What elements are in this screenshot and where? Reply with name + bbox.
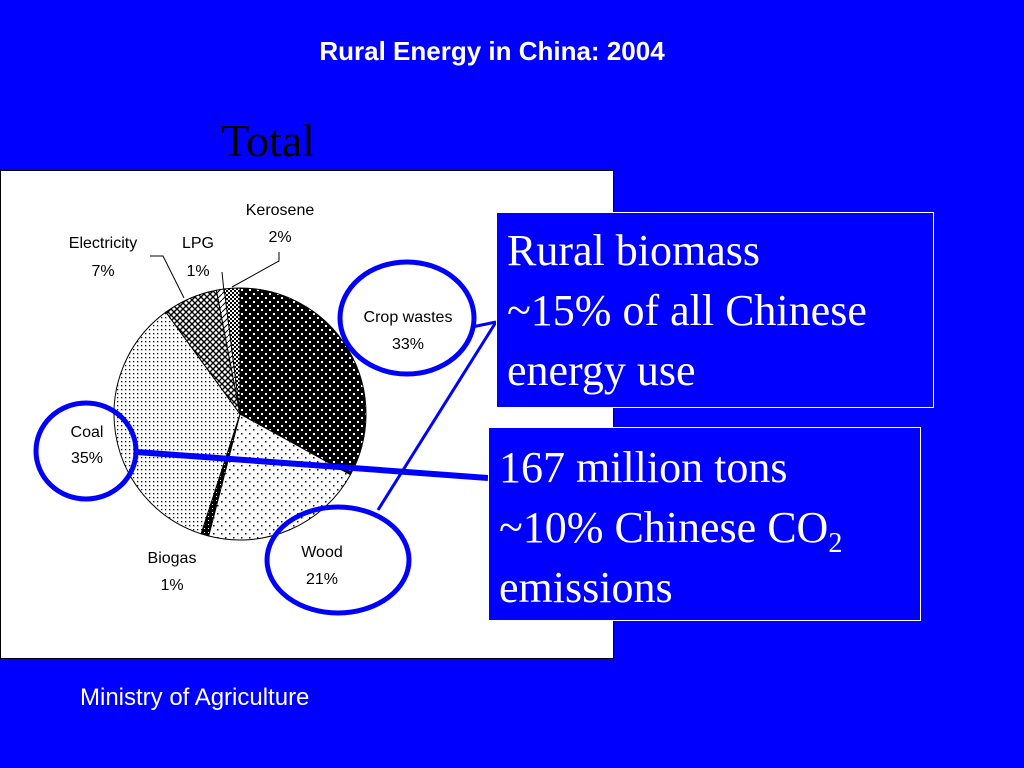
- slice-value-electricity: 7%: [91, 263, 114, 280]
- pie-slice-kerosene: [223, 287, 241, 415]
- slice-value-wood: 21%: [306, 571, 338, 588]
- connector-crop-to-callout: [471, 320, 497, 329]
- biomass-callout-line1: Rural biomass: [507, 226, 760, 275]
- biomass-callout-line3: energy use: [507, 346, 696, 395]
- leader-line-kerosene: [231, 252, 280, 288]
- slice-label-lpg: LPG: [182, 235, 214, 252]
- connector-coal-to-callout: [135, 449, 489, 481]
- source-credit: Ministry of Agriculture: [80, 684, 310, 711]
- highlight-circle-crop-wastes: [337, 259, 477, 377]
- emissions-callout-co2: ~10% Chinese CO: [499, 503, 829, 552]
- highlight-circle-coal: [33, 400, 139, 502]
- emissions-callout-co2-subscript: 2: [828, 528, 843, 559]
- slice-label-kerosene: Kerosene: [246, 202, 315, 219]
- emissions-callout: 167 million tons ~10% Chinese CO2 emissi…: [488, 427, 921, 621]
- slice-label-crop-wastes: Crop wastes: [364, 309, 453, 326]
- slice-label-wood: Wood: [301, 544, 343, 561]
- emissions-callout-line2: ~10% Chinese CO2: [499, 498, 920, 558]
- emissions-callout-line3: emissions: [499, 563, 673, 612]
- pie-slice-crop-wastes: [239, 287, 367, 476]
- leader-line-electricity: [150, 255, 185, 299]
- chart-title: Total: [221, 115, 315, 166]
- slice-label-electricity: Electricity: [69, 235, 137, 252]
- slice-value-biogas: 1%: [160, 577, 183, 594]
- slice-value-lpg: 1%: [186, 263, 209, 280]
- slice-value-crop-wastes: 33%: [392, 336, 424, 353]
- slice-label-coal: Coal: [71, 424, 104, 441]
- slice-value-kerosene: 2%: [268, 229, 291, 246]
- leader-line-lpg: [221, 271, 225, 293]
- pie-slice-coal: [113, 311, 241, 535]
- slice-value-coal: 35%: [71, 450, 103, 467]
- slide-title: Rural Energy in China: 2004: [319, 36, 665, 66]
- biomass-callout: Rural biomass ~15% of all Chinese energy…: [496, 212, 934, 408]
- connector-wood-to-callout: [376, 321, 498, 511]
- biomass-callout-line2: ~15% of all Chinese: [507, 286, 867, 335]
- emissions-callout-line1: 167 million tons: [499, 443, 788, 492]
- slice-label-biogas: Biogas: [148, 550, 197, 567]
- highlight-circle-wood: [264, 504, 412, 616]
